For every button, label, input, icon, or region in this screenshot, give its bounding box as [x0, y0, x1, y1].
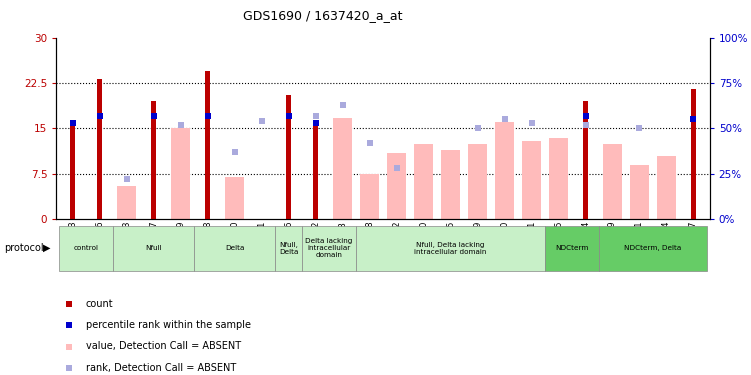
Bar	[333, 117, 352, 219]
Bar	[599, 226, 707, 271]
Text: Nfull, Delta lacking
intracellular domain: Nfull, Delta lacking intracellular domai…	[415, 242, 487, 255]
Text: value, Detection Call = ABSENT: value, Detection Call = ABSENT	[86, 342, 241, 351]
Bar	[171, 129, 190, 219]
Bar	[97, 79, 102, 219]
Text: count: count	[86, 298, 113, 309]
Text: control: control	[74, 246, 98, 251]
Bar	[360, 174, 379, 219]
Bar	[59, 226, 113, 271]
Text: protocol: protocol	[4, 243, 44, 253]
Bar	[151, 101, 156, 219]
Bar	[302, 226, 356, 271]
Bar	[630, 165, 649, 219]
Bar	[545, 226, 599, 271]
Bar	[549, 138, 568, 219]
Bar	[356, 226, 545, 271]
Text: percentile rank within the sample: percentile rank within the sample	[86, 320, 251, 330]
Bar	[70, 124, 75, 219]
Text: ▶: ▶	[43, 243, 50, 253]
Bar	[113, 226, 194, 271]
Text: rank, Detection Call = ABSENT: rank, Detection Call = ABSENT	[86, 363, 236, 373]
Bar	[286, 95, 291, 219]
Bar	[495, 122, 514, 219]
Bar	[468, 144, 487, 219]
Bar	[313, 124, 318, 219]
Text: Delta lacking
intracellular
domain: Delta lacking intracellular domain	[306, 238, 353, 258]
Bar	[194, 226, 275, 271]
Text: Nfull,
Delta: Nfull, Delta	[279, 242, 298, 255]
Bar	[522, 141, 541, 219]
Bar	[603, 144, 622, 219]
Bar	[387, 153, 406, 219]
Bar	[414, 144, 433, 219]
Bar	[691, 89, 696, 219]
Text: NDCterm, Delta: NDCterm, Delta	[624, 246, 682, 251]
Text: Delta: Delta	[225, 246, 244, 251]
Bar	[583, 101, 588, 219]
Text: NDCterm: NDCterm	[555, 246, 589, 251]
Bar	[657, 156, 676, 219]
Text: Nfull: Nfull	[145, 246, 161, 251]
Text: GDS1690 / 1637420_a_at: GDS1690 / 1637420_a_at	[243, 9, 403, 22]
Bar	[225, 177, 244, 219]
Bar	[275, 226, 302, 271]
Bar	[441, 150, 460, 219]
Bar	[117, 186, 136, 219]
Bar	[205, 71, 210, 219]
